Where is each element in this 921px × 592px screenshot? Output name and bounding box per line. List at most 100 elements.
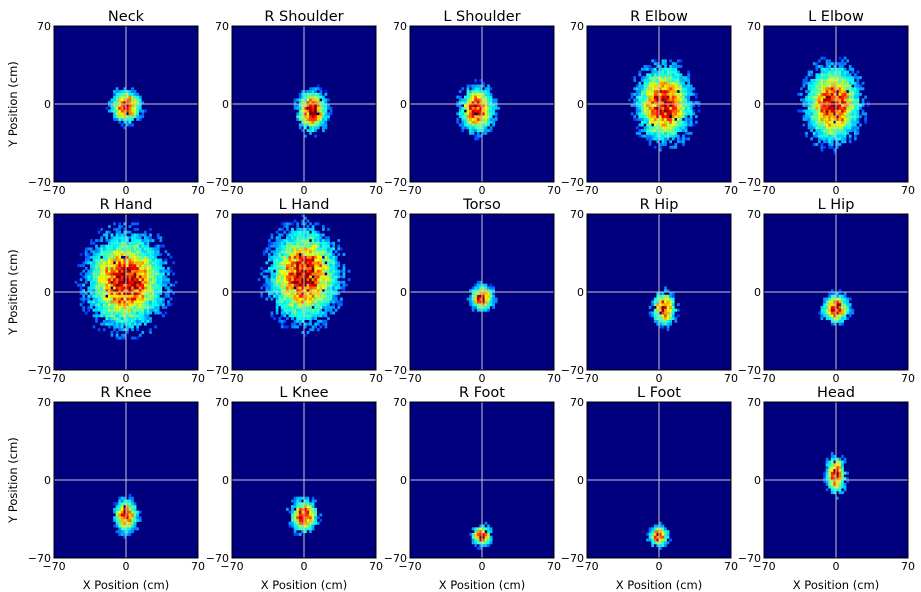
panel-l-elbow-cell	[807, 120, 811, 124]
panel-r-elbow-cell	[659, 81, 662, 85]
panel-l-elbow-cell	[823, 56, 826, 60]
panel-l-hand-cell	[291, 297, 294, 301]
panel-l-elbow-cell	[864, 95, 868, 99]
panel-l-hand-cell	[337, 280, 341, 284]
panel-r-hand-cell	[105, 278, 109, 282]
panel-l-hand-cell	[265, 297, 269, 301]
panel-l-hand-cell	[280, 227, 284, 231]
panel-l-hip-cell	[833, 314, 837, 318]
panel-r-hand-cell	[82, 300, 86, 304]
panel-l-elbow-cell	[810, 104, 814, 107]
panel-r-hand-cell	[84, 253, 88, 256]
panel-r-elbow-cell	[643, 126, 647, 130]
panel-r-hand-cell	[120, 303, 124, 307]
panel-l-hand-cell	[273, 261, 276, 265]
panel-l-hand-cell	[319, 275, 323, 279]
panel-l-elbow-cell	[843, 70, 847, 74]
panel-l-elbow-cell	[805, 131, 808, 135]
panel-l-hip-cell	[825, 317, 829, 321]
panel-r-hand-cell	[87, 261, 91, 265]
panel-l-hand-cell	[278, 275, 282, 279]
panel-r-hand-cell	[92, 308, 96, 312]
panel-l-hand-cell	[314, 241, 318, 245]
panel-r-hand-cell	[100, 297, 104, 301]
panel-l-hand-cell	[298, 278, 302, 282]
panel-l-elbow-cell	[825, 134, 829, 138]
panel-r-hand-cell	[149, 261, 152, 265]
panel-r-shoulder-cell	[298, 98, 302, 102]
panel-r-hand-cell	[100, 286, 104, 290]
panel-l-hip-cell	[833, 303, 837, 307]
panel-r-hand-cell	[118, 261, 122, 265]
panel-l-hand-cell	[319, 266, 323, 270]
panel-r-hand-cell	[144, 308, 147, 312]
panel-l-elbow-cell	[866, 104, 870, 107]
panel-l-hand-cell	[314, 255, 318, 259]
panel-l-hand-cell	[327, 227, 330, 231]
panel-r-hand-cell	[110, 333, 114, 337]
panel-r-hand-cell	[128, 286, 132, 290]
panel-l-hand-cell	[298, 250, 302, 254]
panel-l-elbow-cell	[841, 70, 844, 74]
panel-torso-cell	[479, 300, 483, 304]
panel-l-hand-cell	[283, 280, 287, 284]
panel-r-shoulder-cell	[301, 106, 305, 110]
panel-r-hand-cell	[133, 272, 137, 276]
panel-l-hand-cell	[311, 233, 315, 237]
panel-r-elbow-cell	[656, 101, 660, 105]
panel-l-hand-cell	[327, 239, 330, 243]
panel-torso-cell	[494, 297, 498, 301]
panel-l-elbow-cell	[851, 112, 855, 116]
panel-l-hand-cell	[324, 241, 328, 245]
panel-r-elbow-cell	[677, 123, 680, 127]
panel-l-elbow-cell	[810, 73, 814, 77]
panel-l-hand-cell	[319, 325, 323, 329]
panel-l-shoulder-cell	[469, 123, 472, 127]
panel-neck-cell	[123, 115, 127, 119]
panel-l-hand-cell	[314, 239, 318, 243]
panel-neck-cell	[136, 101, 140, 105]
panel-l-hand-cell	[327, 286, 330, 290]
panel-torso-cell	[487, 292, 490, 295]
panel-l-hand-cell	[327, 247, 330, 251]
panel-r-elbow-cell	[648, 129, 652, 133]
panel-r-elbow-cell	[687, 104, 691, 107]
panel-r-hand-cell	[79, 264, 83, 268]
panel-r-shoulder-cell	[322, 126, 325, 130]
panel-l-knee-cell	[311, 499, 315, 503]
panel-r-hand-cell	[118, 253, 122, 256]
panel-torso-cell	[482, 283, 485, 287]
panel-l-elbow-cell	[864, 120, 868, 124]
panel-r-elbow-cell	[689, 84, 693, 88]
panel-r-hand-cell	[149, 253, 152, 256]
panel-r-hand-cell	[128, 244, 132, 248]
panel-r-hand-cell	[141, 239, 145, 243]
panel-l-hand-cell	[268, 253, 271, 256]
panel-r-shoulder-cell	[316, 109, 320, 113]
panel-head-cell	[830, 457, 834, 461]
panel-l-hand-cell	[342, 289, 346, 293]
panel-l-hand-cell	[324, 244, 328, 248]
panel-l-knee-cell	[309, 530, 312, 534]
panel-l-hand-cell	[324, 289, 328, 293]
panel-r-shoulder-cell	[298, 109, 302, 113]
panel-l-hand-cell	[283, 275, 287, 279]
panel-r-elbow-cell	[651, 92, 655, 96]
panel-r-elbow-cell	[648, 84, 652, 88]
panel-r-hand-cell	[126, 283, 129, 287]
panel-r-elbow-cell	[661, 73, 665, 77]
panel-r-hip-cell	[666, 314, 670, 318]
panel-l-elbow-cell	[854, 84, 857, 88]
panel-l-elbow-cell	[805, 81, 808, 85]
panel-l-hand-cell	[296, 294, 300, 298]
panel-r-hand-cell	[87, 305, 91, 309]
panel-r-hand-cell	[110, 297, 114, 301]
panel-r-shoulder-cell	[293, 101, 297, 105]
panel-l-hand-cell	[283, 250, 287, 254]
panel-r-knee-cell	[128, 502, 132, 506]
panel-head-cell	[830, 454, 834, 458]
panel-l-elbow-cell	[820, 134, 824, 138]
panel-l-hand-cell	[332, 294, 336, 298]
panel-torso-cell	[476, 289, 480, 293]
panel-l-elbow-cell	[830, 70, 834, 74]
